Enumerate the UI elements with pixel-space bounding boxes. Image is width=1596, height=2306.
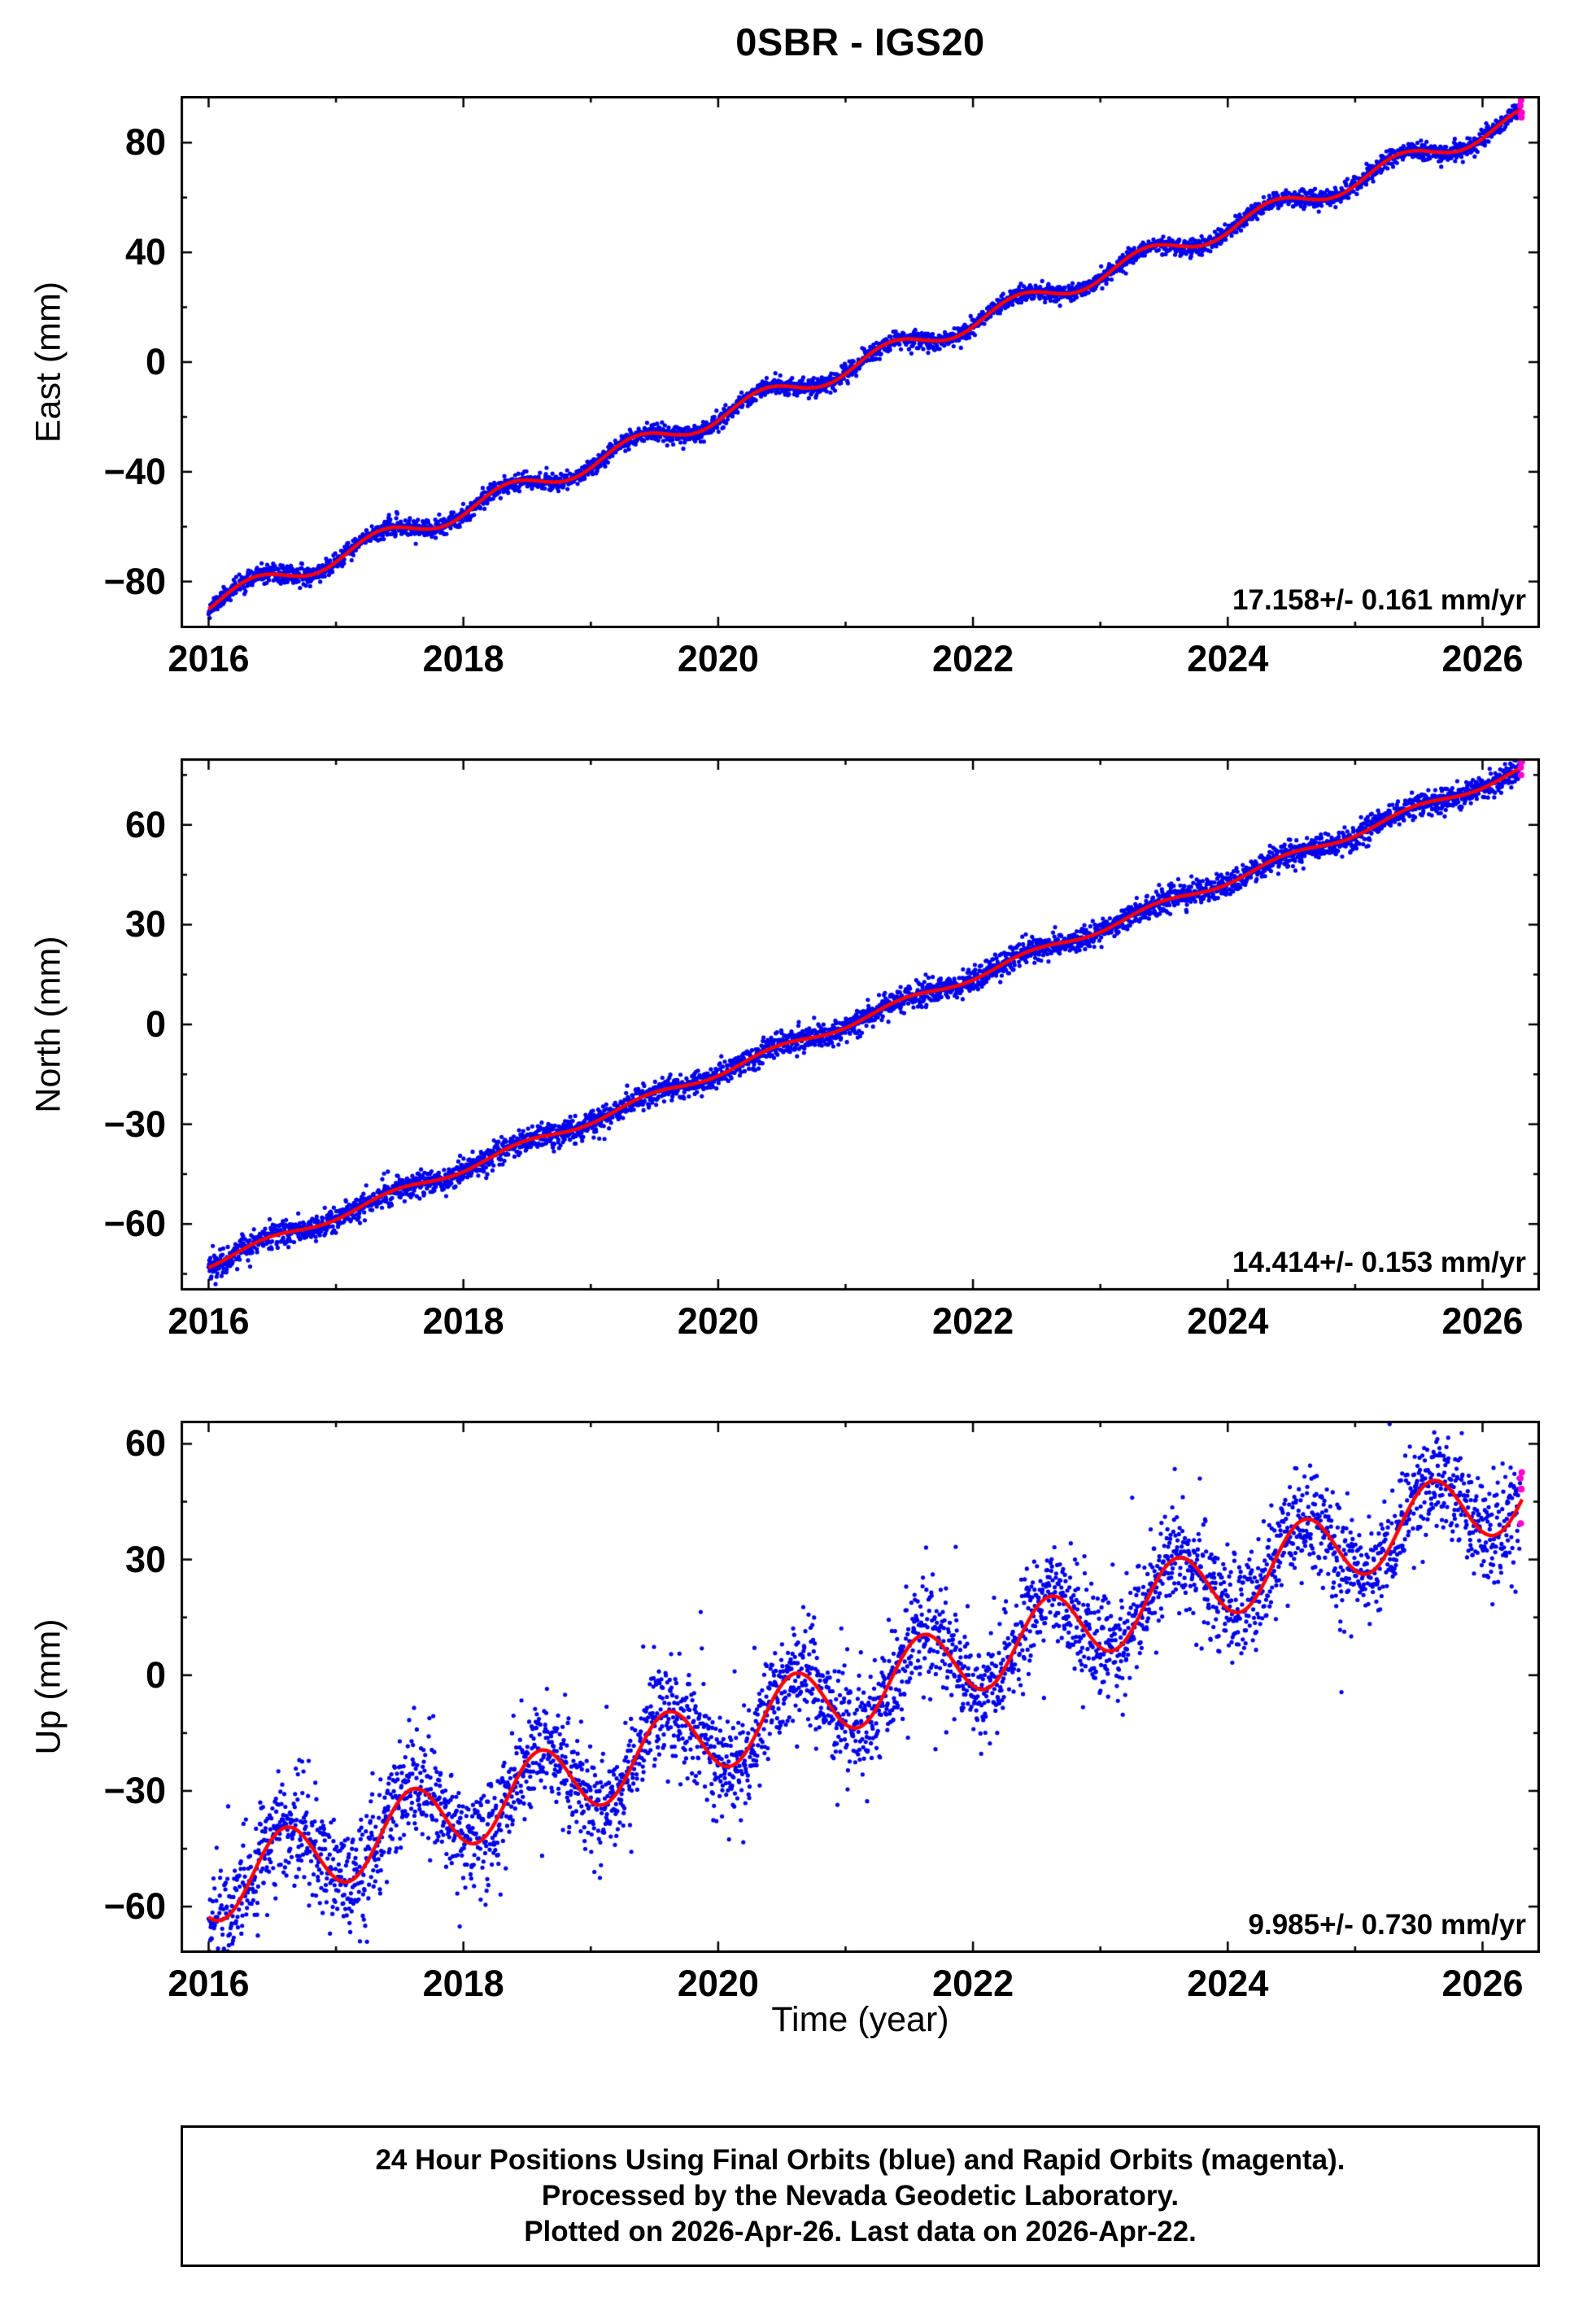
x-axis-title: Time (year)	[771, 2000, 949, 2039]
footer-note-box: 24 Hour Positions Using Final Orbits (bl…	[181, 2125, 1540, 2267]
north-panel: North (mm) 14.414+/- 0.153 mm/yr 2016 201…	[0, 758, 1596, 1342]
y-tick-label: 60	[124, 803, 166, 845]
north-plot-canvas	[181, 758, 1540, 1291]
east-rate-annotation: 17.158+/- 0.161 mm/yr	[1232, 584, 1526, 616]
x-tick-label: 2016	[168, 638, 250, 679]
y-tick-label: −30	[103, 1103, 166, 1145]
y-tick-label: 30	[124, 1538, 166, 1580]
y-tick-label: 80	[124, 121, 166, 164]
x-tick-label: 2026	[1441, 1963, 1524, 2004]
y-tick-label: 0	[145, 1003, 166, 1045]
y-tick-label: 40	[124, 231, 166, 273]
x-tick-label: 2024	[1187, 638, 1269, 679]
y-tick-label: −80	[103, 560, 166, 602]
x-tick-label: 2018	[422, 1963, 504, 2004]
x-tick-label: 2016	[168, 1963, 250, 2004]
y-tick-label: 0	[145, 341, 166, 382]
up-plot-canvas	[181, 1421, 1540, 1953]
north-rate-annotation: 14.414+/- 0.153 mm/yr	[1232, 1247, 1526, 1278]
y-tick-label: −60	[103, 1203, 166, 1245]
x-tick-label: 2022	[932, 1300, 1014, 1342]
x-tick-label: 2020	[677, 638, 759, 679]
y-tick-label: −40	[103, 450, 166, 492]
x-tick-label: 2016	[168, 1300, 250, 1342]
x-tick-label: 2020	[677, 1963, 759, 2004]
chart-title: 0SBR - IGS20	[735, 20, 985, 63]
x-tick-label: 2026	[1441, 638, 1524, 679]
y-tick-label: −60	[103, 1885, 166, 1928]
east-plot-canvas	[181, 96, 1540, 628]
up-rate-annotation: 9.985+/- 0.730 mm/yr	[1248, 1909, 1527, 1941]
y-tick-label: 30	[124, 903, 166, 946]
x-tick-label: 2022	[932, 1963, 1014, 2004]
footer-line-2: Processed by the Nevada Geodetic Laborat…	[541, 2180, 1180, 2212]
up-axis-label: Up (mm)	[28, 1618, 68, 1755]
x-tick-label: 2022	[932, 638, 1014, 679]
x-tick-label: 2024	[1187, 1963, 1269, 2004]
y-tick-label: 0	[145, 1653, 166, 1696]
x-tick-label: 2024	[1187, 1300, 1269, 1342]
x-tick-label: 2026	[1441, 1300, 1524, 1342]
y-tick-label: −30	[103, 1769, 166, 1811]
east-panel: East (mm) 17.158+/- 0.161 mm/yr 2016 2018…	[0, 96, 1596, 679]
x-tick-label: 2020	[677, 1300, 759, 1342]
east-axis-label: East (mm)	[28, 281, 68, 443]
up-panel: Up (mm) 9.985+/- 0.730 mm/yr 2016 2018 202…	[0, 1421, 1596, 2004]
x-tick-label: 2018	[422, 638, 504, 679]
y-tick-label: 60	[124, 1422, 166, 1465]
x-tick-label: 2018	[422, 1300, 504, 1342]
north-axis-label: North (mm)	[28, 936, 68, 1113]
footer-line-1: 24 Hour Positions Using Final Orbits (bl…	[375, 2144, 1345, 2176]
footer-line-3: Plotted on 2026-Apr-26. Last data on 202…	[524, 2216, 1197, 2247]
